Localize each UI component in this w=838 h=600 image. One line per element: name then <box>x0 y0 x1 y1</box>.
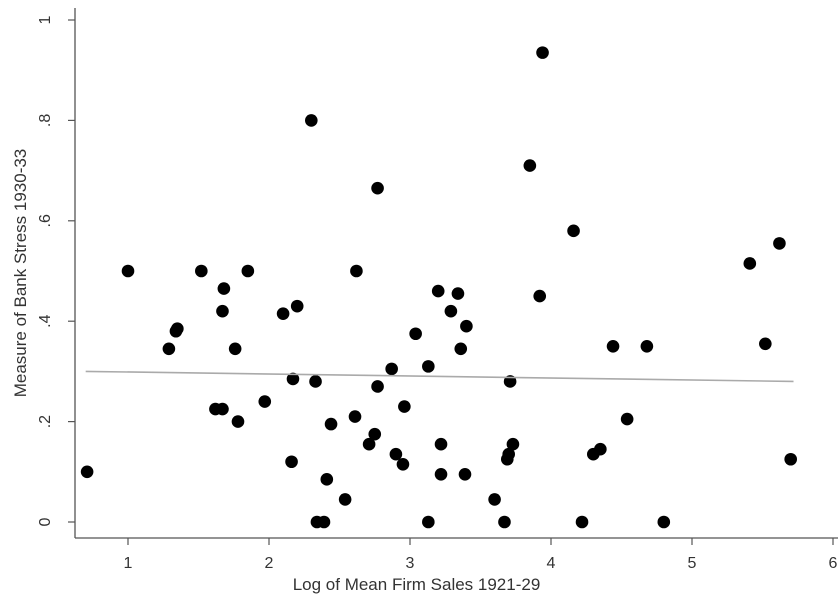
data-point <box>389 447 403 461</box>
data-point <box>444 304 458 318</box>
data-point <box>431 284 445 298</box>
data-point <box>773 237 786 250</box>
data-point <box>502 447 515 461</box>
data-point <box>575 515 589 529</box>
data-point <box>216 304 229 318</box>
data-point <box>523 159 537 172</box>
data-point <box>162 342 176 356</box>
data-point <box>216 402 229 416</box>
data-point <box>121 264 135 278</box>
data-point <box>567 224 580 238</box>
data-point <box>276 307 290 320</box>
data-point <box>784 452 797 466</box>
x-axis-title: Log of Mean Firm Sales 1921-29 <box>293 575 541 594</box>
data-point <box>606 340 620 353</box>
data-point <box>171 322 184 336</box>
y-tick-label: .2 <box>37 415 54 428</box>
fitted-line <box>85 370 794 383</box>
data-point <box>594 442 607 456</box>
data-point <box>422 515 435 529</box>
data-point <box>396 457 410 471</box>
data-point <box>460 319 473 333</box>
data-point <box>195 264 208 278</box>
data-point <box>320 473 334 486</box>
data-point <box>385 362 398 376</box>
data-point <box>80 465 94 479</box>
data-point <box>506 437 520 451</box>
data-point <box>743 257 757 270</box>
data-point <box>434 437 448 451</box>
data-point <box>258 395 272 408</box>
y-tick-label: 0 <box>37 517 54 526</box>
y-tick-label: .6 <box>37 214 54 227</box>
data-point <box>640 340 654 353</box>
data-point <box>422 360 435 373</box>
data-point <box>434 468 448 481</box>
data-point <box>317 515 331 529</box>
data-point <box>305 114 318 127</box>
data-point <box>348 410 362 423</box>
data-point <box>503 375 517 388</box>
data-point <box>454 342 468 356</box>
data-point <box>451 287 465 300</box>
data-point <box>536 46 549 59</box>
data-point <box>350 264 363 278</box>
data-point <box>409 327 422 341</box>
x-tick-label: 1 <box>124 555 133 572</box>
data-point <box>368 427 382 441</box>
y-tick-label: 1 <box>37 15 54 24</box>
x-tick-label: 4 <box>547 555 556 572</box>
data-point <box>371 380 384 393</box>
data-point <box>759 337 772 351</box>
data-point <box>241 264 255 278</box>
y-axis-title: Measure of Bank Stress 1930-33 <box>11 149 30 398</box>
x-tick-label: 3 <box>406 555 415 572</box>
data-point <box>458 468 472 481</box>
data-point <box>285 455 298 469</box>
data-point <box>324 417 338 431</box>
axes: 1 2 3 4 5 6 0 .2 .4 .6 .8 1 <box>37 8 838 572</box>
x-tick-label: 6 <box>829 555 838 572</box>
data-point <box>657 515 671 529</box>
data-point <box>286 372 300 386</box>
data-point <box>362 437 376 451</box>
data-point <box>371 181 384 195</box>
data-point <box>620 412 634 426</box>
data-point <box>498 515 511 529</box>
data-point <box>338 493 352 506</box>
y-tick-label: .4 <box>37 314 54 327</box>
x-tick-label: 2 <box>265 555 274 572</box>
data-point <box>533 289 547 303</box>
data-point <box>398 400 411 413</box>
data-point <box>231 415 245 428</box>
data-point <box>309 375 322 388</box>
data-point <box>488 493 501 506</box>
x-tick-label: 5 <box>688 555 697 572</box>
data-point <box>290 299 304 313</box>
data-point <box>228 342 242 356</box>
y-tick-label: .8 <box>37 114 54 127</box>
plot-marks <box>80 46 797 529</box>
data-point <box>217 282 231 295</box>
